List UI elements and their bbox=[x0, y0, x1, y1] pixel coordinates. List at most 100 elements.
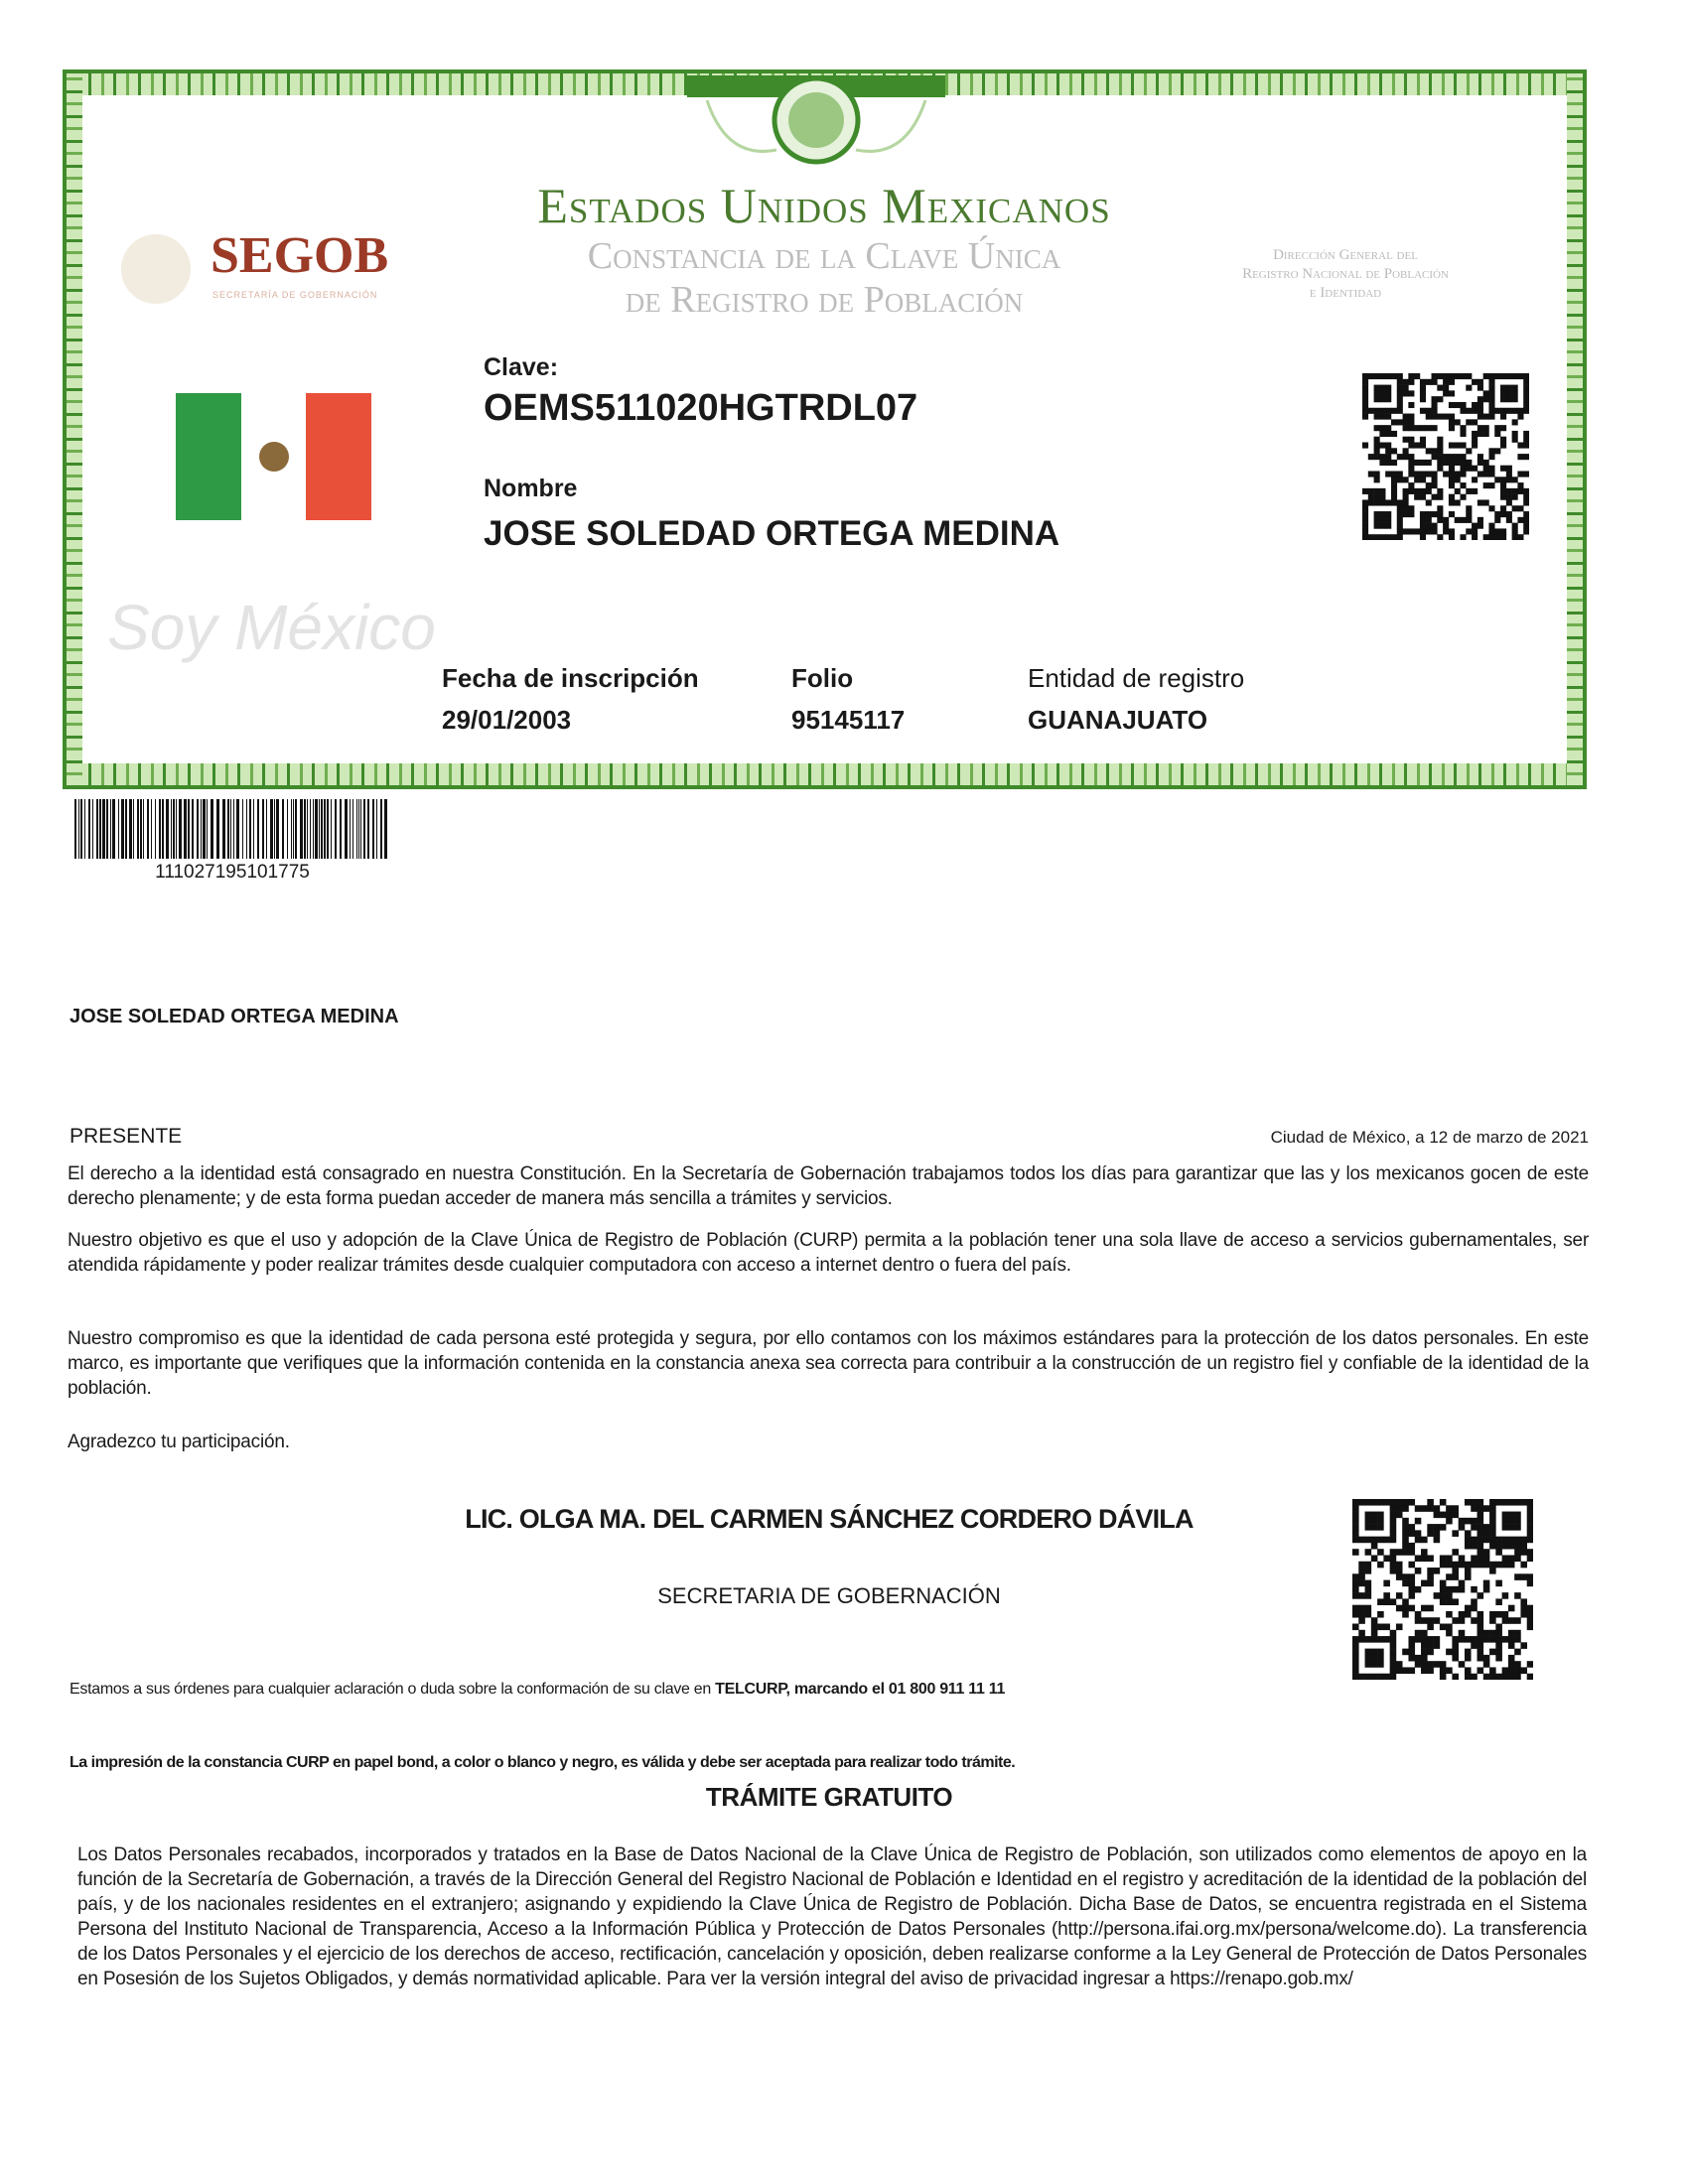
qr-module bbox=[1385, 373, 1392, 380]
qr-module bbox=[1526, 1579, 1533, 1587]
qr-module bbox=[1362, 511, 1369, 518]
qr-module bbox=[1358, 1536, 1365, 1544]
qr-module bbox=[1517, 487, 1524, 494]
qr-module bbox=[1489, 1648, 1496, 1656]
qr-module bbox=[1454, 419, 1461, 426]
qr-module bbox=[1362, 487, 1369, 494]
qr-module bbox=[1482, 534, 1489, 540]
barcode-bar bbox=[201, 799, 202, 859]
qr-module bbox=[1421, 1636, 1428, 1643]
qr-module bbox=[1421, 1555, 1428, 1563]
qr-module bbox=[1446, 1573, 1453, 1580]
qr-module bbox=[1370, 1517, 1378, 1525]
qr-module bbox=[1437, 436, 1444, 443]
barcode-bar bbox=[162, 799, 164, 859]
qr-module bbox=[1452, 1642, 1459, 1649]
right-border-pattern bbox=[1567, 73, 1583, 785]
qr-module bbox=[1379, 373, 1386, 380]
qr-module bbox=[1414, 1654, 1422, 1662]
qr-module bbox=[1364, 1568, 1372, 1574]
qr-module bbox=[1458, 1585, 1466, 1593]
qr-module bbox=[1523, 499, 1529, 506]
qr-module bbox=[1514, 1573, 1521, 1580]
qr-module bbox=[1395, 1505, 1403, 1512]
qr-module bbox=[1505, 384, 1512, 391]
qr-module bbox=[1373, 442, 1380, 449]
folio-value: 95145117 bbox=[791, 705, 906, 735]
qr-module bbox=[1408, 471, 1415, 478]
barcode-bar bbox=[99, 799, 101, 859]
qr-module bbox=[1402, 436, 1409, 443]
qr-module bbox=[1364, 1592, 1372, 1599]
qr-module bbox=[1408, 390, 1415, 397]
qr-module bbox=[1362, 516, 1369, 523]
qr-module bbox=[1514, 1592, 1521, 1599]
qr-module bbox=[1383, 1598, 1390, 1605]
signer-title: SECRETARIA DE GOBERNACIÓN bbox=[657, 1583, 1001, 1608]
qr-module bbox=[1352, 1530, 1359, 1537]
qr-module bbox=[1452, 1617, 1459, 1624]
qr-module bbox=[1431, 482, 1438, 489]
qr-module bbox=[1477, 1549, 1484, 1556]
qr-module bbox=[1495, 1623, 1502, 1631]
qr-module bbox=[1466, 505, 1473, 512]
qr-code-icon[interactable] bbox=[1362, 373, 1529, 540]
qr-module bbox=[1385, 534, 1392, 540]
qr-module bbox=[1452, 1648, 1459, 1656]
paragraph: El derecho a la identidad está consagrad… bbox=[68, 1163, 1589, 1209]
qr-module bbox=[1507, 1642, 1515, 1649]
qr-module bbox=[1373, 493, 1380, 500]
qr-module bbox=[1511, 522, 1518, 529]
qr-module bbox=[1472, 407, 1478, 414]
qr-module bbox=[1500, 413, 1507, 420]
qr-module bbox=[1427, 1530, 1434, 1537]
qr-module bbox=[1501, 1617, 1509, 1624]
qr-module bbox=[1419, 425, 1427, 432]
qr-module bbox=[1466, 384, 1473, 391]
qr-module bbox=[1482, 482, 1489, 489]
qr-module bbox=[1471, 1524, 1477, 1531]
qr-module bbox=[1367, 487, 1374, 494]
qr-module bbox=[1389, 1661, 1397, 1668]
segob-logo: SEGOB bbox=[211, 227, 389, 284]
qr-module bbox=[1370, 1499, 1378, 1506]
qr-module bbox=[1425, 471, 1432, 478]
qr-module bbox=[1494, 534, 1501, 540]
qr-module bbox=[1488, 528, 1495, 535]
qr-module bbox=[1523, 407, 1529, 414]
barcode-bar bbox=[350, 799, 351, 859]
barcode-bar bbox=[300, 799, 303, 859]
qr-module bbox=[1460, 430, 1467, 438]
qr-module bbox=[1390, 534, 1398, 540]
qr-module bbox=[1425, 499, 1432, 506]
qr-code-icon[interactable] bbox=[1352, 1499, 1533, 1680]
qr-module bbox=[1488, 401, 1495, 409]
qr-module bbox=[1523, 522, 1529, 529]
qr-module bbox=[1488, 465, 1495, 472]
qr-module bbox=[1395, 1592, 1403, 1599]
qr-module bbox=[1454, 401, 1461, 409]
qr-module bbox=[1377, 1511, 1384, 1519]
qr-module bbox=[1377, 1648, 1384, 1656]
qr-module bbox=[1402, 1667, 1409, 1675]
qr-module bbox=[1408, 505, 1415, 512]
qr-module bbox=[1385, 511, 1392, 518]
qr-module bbox=[1482, 1561, 1490, 1569]
qr-module bbox=[1402, 1610, 1409, 1618]
qr-module bbox=[1379, 454, 1386, 461]
qr-module bbox=[1501, 1542, 1509, 1550]
qr-module bbox=[1364, 1517, 1372, 1525]
barcode-bar bbox=[171, 799, 172, 859]
contact-line: Estamos a sus órdenes para cualquier acl… bbox=[70, 1681, 1005, 1699]
barcode-bar bbox=[155, 799, 156, 859]
qr-module bbox=[1511, 436, 1518, 443]
qr-module bbox=[1377, 1654, 1384, 1662]
qr-module bbox=[1448, 534, 1455, 540]
qr-module bbox=[1364, 1636, 1372, 1643]
qr-module bbox=[1437, 465, 1444, 472]
barcode-bar bbox=[233, 799, 234, 859]
qr-module bbox=[1489, 1617, 1496, 1624]
qr-module bbox=[1477, 1592, 1484, 1599]
qr-module bbox=[1379, 425, 1386, 432]
qr-module bbox=[1419, 511, 1427, 518]
